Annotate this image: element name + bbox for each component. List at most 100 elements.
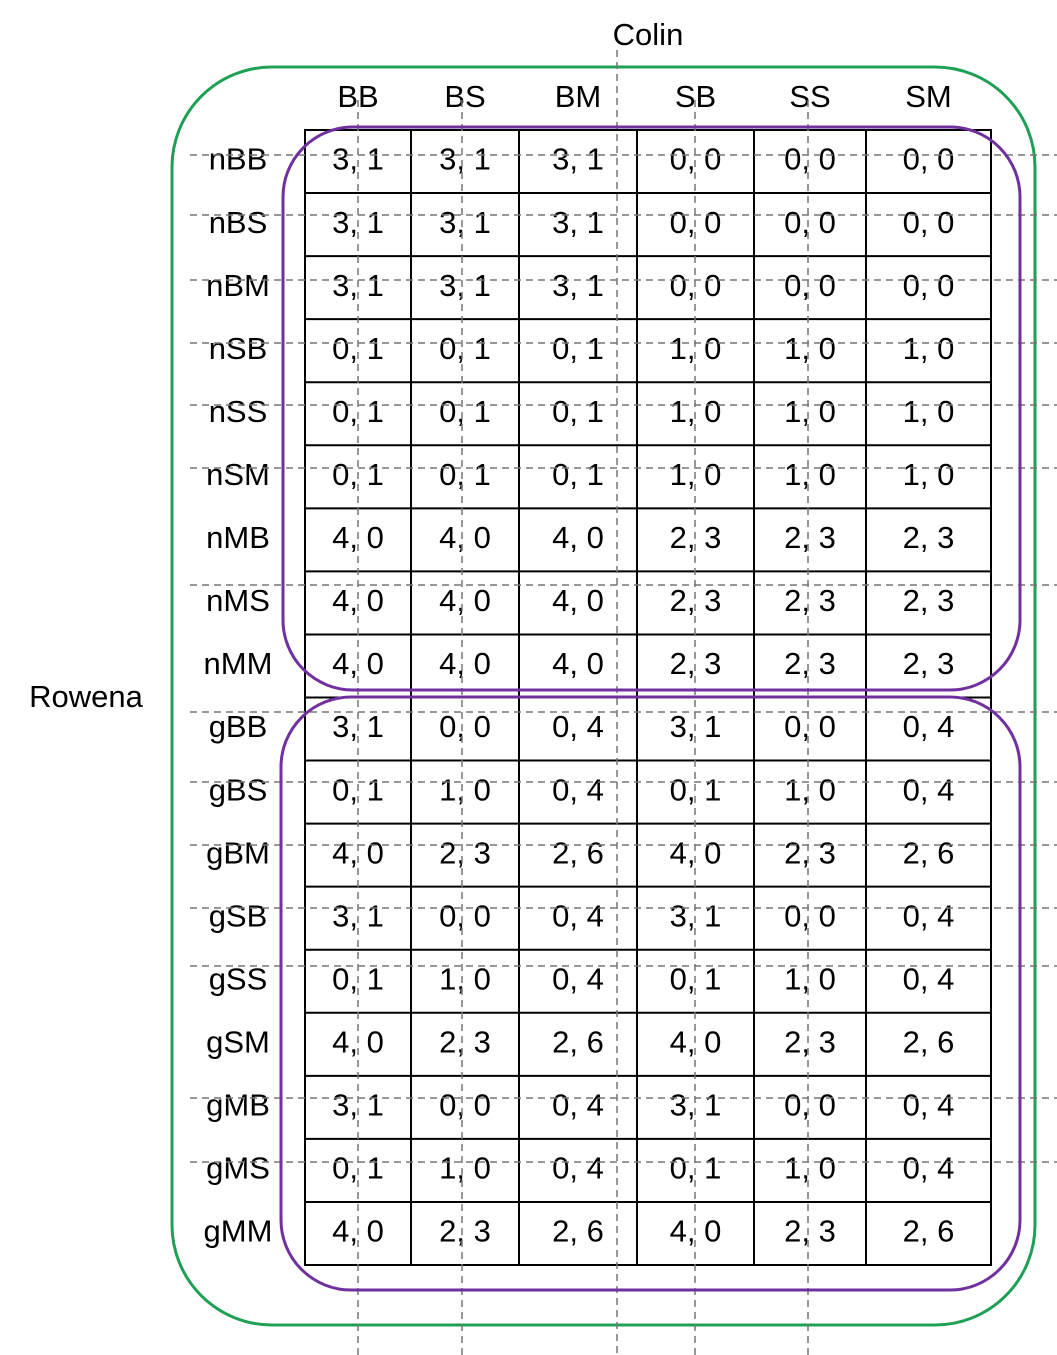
payoff-cell: 0, 0 — [903, 268, 955, 303]
payoff-cell: 1, 0 — [784, 1151, 836, 1186]
payoff-cell: 4, 0 — [439, 646, 491, 681]
payoff-cell: 2, 3 — [784, 1024, 836, 1059]
payoff-cell: 0, 4 — [903, 1151, 955, 1186]
payoff-cell: 2, 6 — [903, 835, 955, 870]
row-header: gSS — [209, 961, 268, 996]
payoff-cell: 2, 3 — [670, 646, 722, 681]
bottom-group — [279, 695, 1022, 1292]
payoff-cell: 3, 1 — [439, 142, 491, 177]
payoff-cell: 2, 6 — [903, 1024, 955, 1059]
payoff-cell: 3, 1 — [332, 1088, 384, 1123]
row-header: nMM — [204, 646, 273, 681]
payoff-cell: 4, 0 — [552, 646, 604, 681]
payoff-cell: 0, 4 — [552, 709, 604, 744]
row-header: gSM — [206, 1024, 270, 1059]
row-header: gSB — [209, 898, 268, 933]
payoff-cell: 3, 1 — [552, 142, 604, 177]
payoff-cell: 0, 0 — [784, 205, 836, 240]
payoff-cell: 0, 4 — [903, 772, 955, 807]
outer-group — [170, 65, 1037, 1327]
payoff-cell: 0, 1 — [552, 331, 604, 366]
payoff-cell: 2, 3 — [903, 583, 955, 618]
payoff-cell: 0, 1 — [439, 394, 491, 429]
payoff-cell: 1, 0 — [670, 331, 722, 366]
payoff-cell: 2, 3 — [784, 520, 836, 555]
payoff-cell: 0, 0 — [784, 268, 836, 303]
payoff-cell: 0, 0 — [784, 1088, 836, 1123]
payoff-cell: 0, 4 — [552, 898, 604, 933]
column-player: Colin — [613, 17, 684, 52]
payoff-cell: 4, 0 — [670, 835, 722, 870]
row-header: nSS — [209, 394, 268, 429]
payoff-cell: 0, 1 — [439, 331, 491, 366]
payoff-cell: 0, 4 — [552, 961, 604, 996]
row-header: gMB — [206, 1088, 270, 1123]
payoff-cell: 0, 0 — [784, 142, 836, 177]
payoff-cell: 2, 3 — [903, 520, 955, 555]
payoff-cell: 0, 0 — [784, 709, 836, 744]
payoff-cell: 2, 6 — [903, 1214, 955, 1249]
column-header: BM — [555, 79, 602, 114]
payoff-cell: 1, 0 — [784, 394, 836, 429]
guide-lines — [190, 50, 1057, 1355]
payoff-cell: 3, 1 — [439, 205, 491, 240]
payoff-cell: 0, 4 — [903, 709, 955, 744]
payoff-cell: 0, 1 — [332, 331, 384, 366]
payoff-cell: 1, 0 — [903, 394, 955, 429]
payoff-cell: 2, 3 — [784, 1214, 836, 1249]
payoff-cell: 0, 4 — [552, 772, 604, 807]
payoff-cell: 0, 1 — [552, 457, 604, 492]
payoff-cell: 0, 1 — [439, 457, 491, 492]
payoff-cell: 2, 3 — [784, 583, 836, 618]
payoff-cell: 0, 4 — [903, 961, 955, 996]
payoff-cell: 1, 0 — [903, 331, 955, 366]
row-header: nSB — [209, 331, 268, 366]
payoff-cell: 2, 3 — [784, 835, 836, 870]
column-header: SB — [675, 79, 716, 114]
payoff-cell: 4, 0 — [332, 646, 384, 681]
payoff-cell: 0, 1 — [332, 394, 384, 429]
payoff-cell: 1, 0 — [784, 457, 836, 492]
payoff-cell: 1, 0 — [439, 772, 491, 807]
payoff-cell: 2, 6 — [552, 835, 604, 870]
row-header: gBS — [209, 772, 268, 807]
payoff-cell: 3, 1 — [552, 205, 604, 240]
payoff-cell: 1, 0 — [439, 1151, 491, 1186]
payoff-cell: 2, 6 — [552, 1024, 604, 1059]
payoff-cell: 0, 4 — [552, 1088, 604, 1123]
payoff-cell: 4, 0 — [332, 835, 384, 870]
payoff-cell: 2, 3 — [784, 646, 836, 681]
column-header: SS — [789, 79, 830, 114]
column-header: SM — [905, 79, 952, 114]
column-header: BB — [337, 79, 378, 114]
row-player: Rowena — [29, 679, 143, 714]
payoff-cell: 3, 1 — [439, 268, 491, 303]
payoff-cell: 1, 0 — [670, 394, 722, 429]
row-header: nMS — [206, 583, 270, 618]
payoff-cell: 0, 0 — [670, 142, 722, 177]
row-header: nBS — [209, 205, 268, 240]
payoff-cell: 0, 4 — [903, 898, 955, 933]
payoff-cell: 2, 3 — [670, 583, 722, 618]
payoff-cell: 2, 6 — [552, 1214, 604, 1249]
payoff-cell: 0, 0 — [439, 709, 491, 744]
column-header: BS — [444, 79, 485, 114]
payoff-cell: 3, 1 — [552, 268, 604, 303]
payoff-cell: 0, 4 — [552, 1151, 604, 1186]
payoff-cell: 4, 0 — [552, 583, 604, 618]
payoff-cell: 2, 3 — [439, 1214, 491, 1249]
payoff-cell: 4, 0 — [439, 520, 491, 555]
payoff-cell: 3, 1 — [332, 142, 384, 177]
row-header: gMS — [206, 1151, 270, 1186]
row-header: nBB — [209, 142, 268, 177]
payoff-cell: 1, 0 — [784, 961, 836, 996]
payoff-cell: 1, 0 — [784, 331, 836, 366]
payoff-cell: 0, 0 — [439, 1088, 491, 1123]
payoff-cell: 4, 0 — [439, 583, 491, 618]
row-header: gBM — [206, 835, 270, 870]
payoff-cell: 0, 1 — [552, 394, 604, 429]
payoff-cell: 2, 3 — [439, 1024, 491, 1059]
payoff-cell: 0, 0 — [903, 205, 955, 240]
